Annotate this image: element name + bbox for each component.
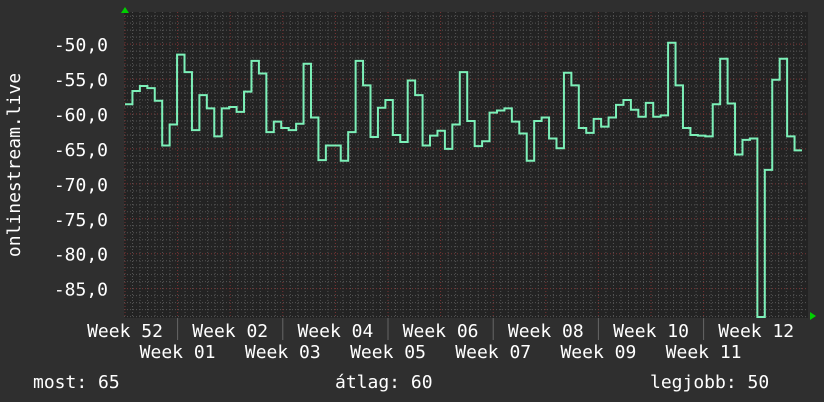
- x-tick-label: Week 03: [245, 342, 321, 363]
- y-tick-label: -80,0: [54, 245, 108, 266]
- x-tick-label: Week 04: [297, 321, 373, 342]
- grid: [124, 12, 808, 318]
- x-tick-label: Week 07: [455, 342, 531, 363]
- y-tick-label: -70,0: [54, 175, 108, 196]
- y-tick-label: -50,0: [54, 35, 108, 56]
- y-tick-label: -85,0: [54, 280, 108, 301]
- x-tick-label: Week 08: [508, 321, 584, 342]
- legend-average: átlag: 60: [335, 372, 433, 393]
- y-tick-label: -55,0: [54, 70, 108, 91]
- x-tick-label: Week 02: [192, 321, 268, 342]
- x-tick-label: Week 05: [350, 342, 426, 363]
- y-axis-arrow-icon: [121, 7, 129, 13]
- series-line: [125, 41, 802, 318]
- y-tick-label: -75,0: [54, 210, 108, 231]
- x-axis-arrow-icon: [810, 312, 816, 320]
- y-tick-label: -65,0: [54, 140, 108, 161]
- x-tick-label: Week 11: [666, 342, 742, 363]
- legend-best: legjobb: 50: [650, 372, 770, 393]
- x-tick-label: Week 10: [613, 321, 689, 342]
- x-tick-label: Week 09: [560, 342, 636, 363]
- y-axis-title: onlinestream.live: [4, 73, 25, 257]
- x-tick-label: Week 01: [140, 342, 216, 363]
- legend-current: most: 65: [33, 372, 120, 393]
- x-tick-label: Week 12: [718, 321, 794, 342]
- y-tick-label: -60,0: [54, 105, 108, 126]
- x-tick-label: Week 06: [403, 321, 479, 342]
- y-axis-ticks: -50,0 -55,0 -60,0 -65,0 -70,0 -75,0 -80,0 -85,0: [54, 35, 108, 301]
- x-tick-label: Week 52: [87, 321, 163, 342]
